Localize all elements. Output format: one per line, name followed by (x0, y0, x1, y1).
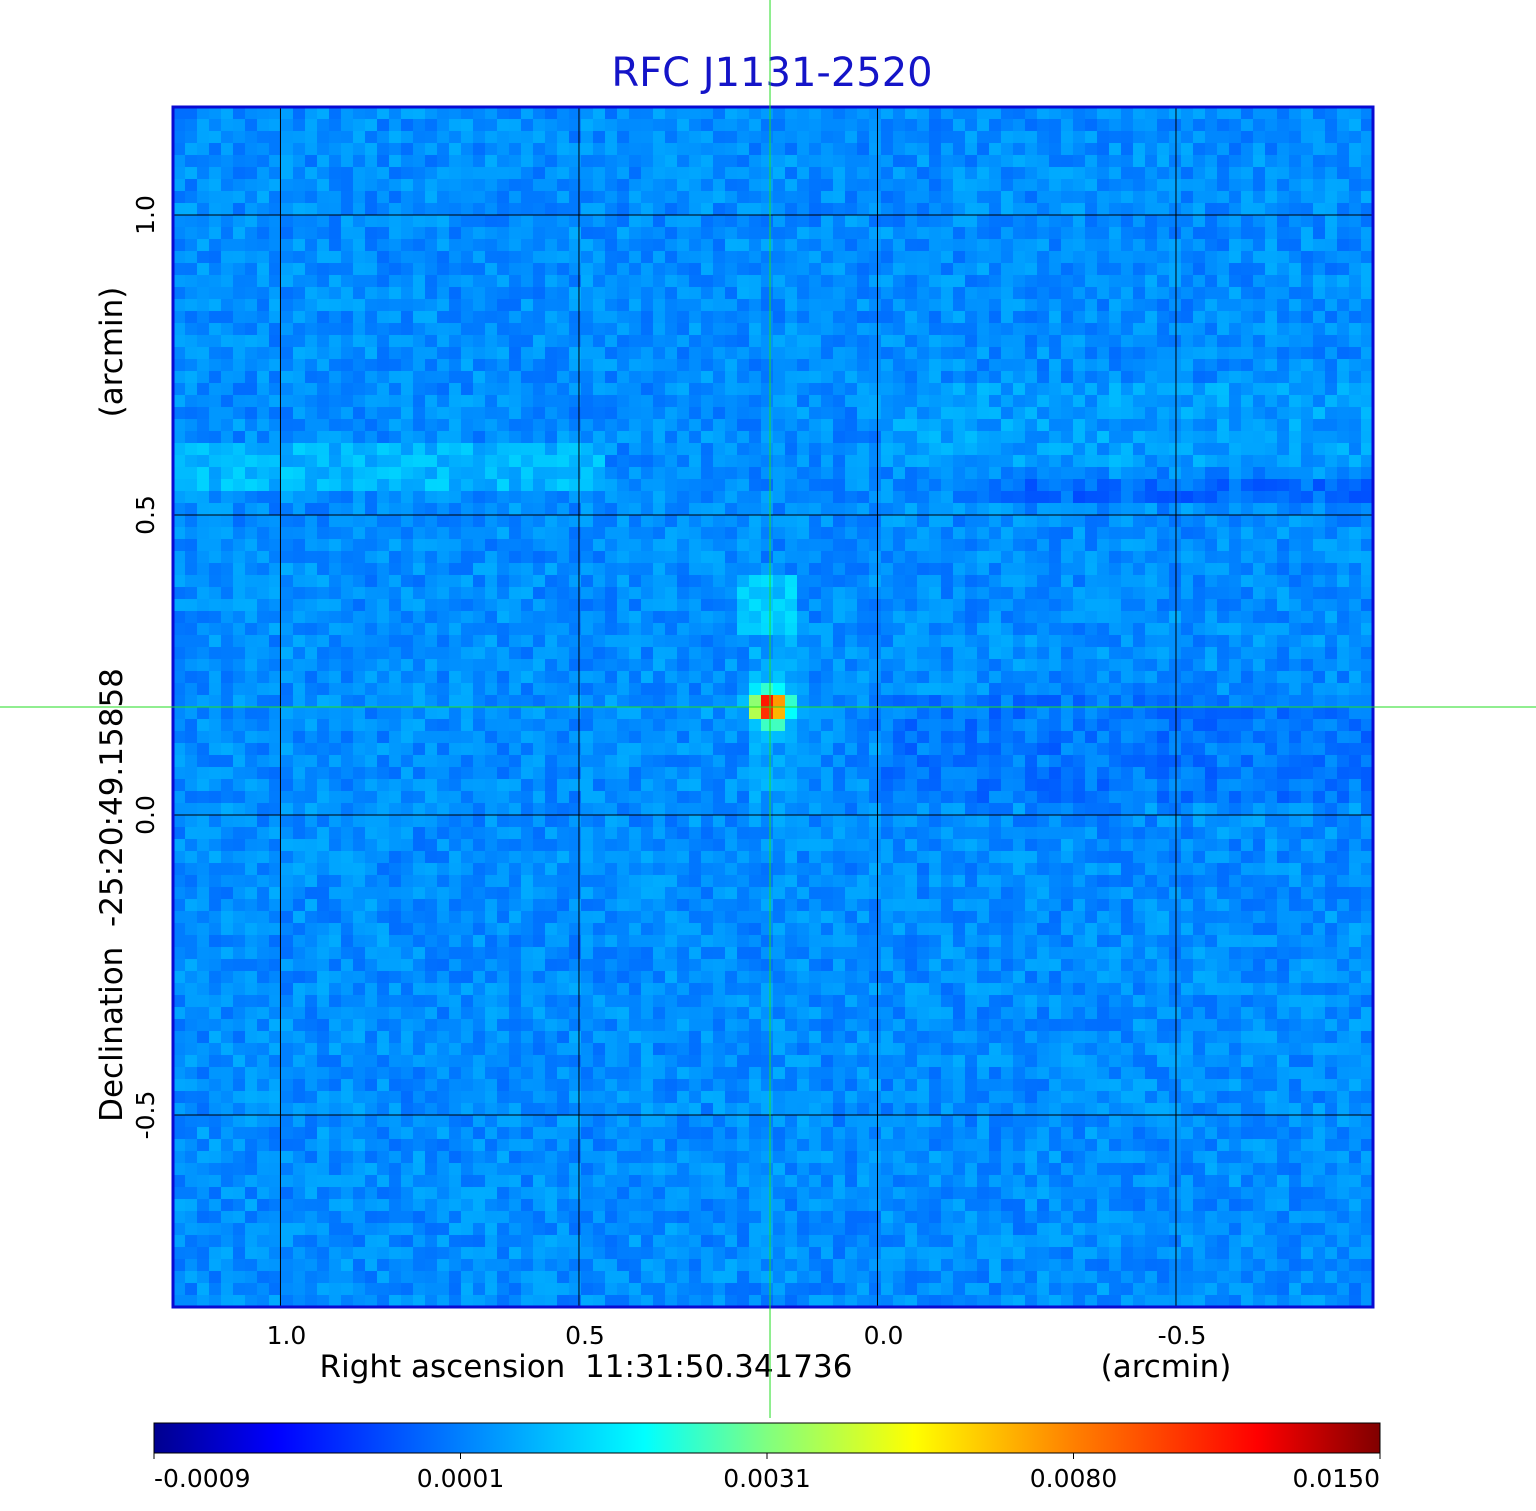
y-tick-label: 0.5 (131, 495, 160, 535)
x-axis-unit: (arcmin) (1101, 1349, 1232, 1385)
colorbar-tick-label: -0.0009 (154, 1464, 251, 1493)
chart-title: RFC J1131-2520 (611, 50, 932, 96)
heatmap-image (173, 107, 1373, 1307)
y-tick-label: 0.0 (131, 795, 160, 835)
colorbar-tick-label: 0.0031 (723, 1464, 810, 1493)
colorbar-tick-label: 0.0001 (417, 1464, 504, 1493)
colorbar-tick-labels: -0.0009 0.0001 0.0031 0.0080 0.0150 (153, 1453, 1381, 1493)
x-tick-label: -0.5 (1158, 1321, 1207, 1350)
colorbar-tick-label: 0.0150 (1293, 1464, 1380, 1493)
x-tick-label: 1.0 (267, 1321, 307, 1350)
x-tick-labels: 1.0 0.5 0.0 -0.5 (267, 1321, 1207, 1350)
x-tick-label: 0.5 (565, 1321, 605, 1350)
y-axis-label: Declination -25:20:49.15858 (94, 668, 130, 1122)
x-axis-label: Right ascension 11:31:50.341736 (320, 1349, 853, 1385)
y-tick-labels: 1.0 0.5 0.0 -0.5 (131, 195, 160, 1139)
x-tick-label: 0.0 (864, 1321, 904, 1350)
y-tick-label: 1.0 (131, 195, 160, 235)
colorbar (153, 1422, 1381, 1454)
y-tick-label: -0.5 (131, 1091, 160, 1140)
colorbar-tick-label: 0.0080 (1030, 1464, 1117, 1493)
y-axis-unit: (arcmin) (94, 287, 130, 418)
crosshair (0, 0, 1536, 1418)
